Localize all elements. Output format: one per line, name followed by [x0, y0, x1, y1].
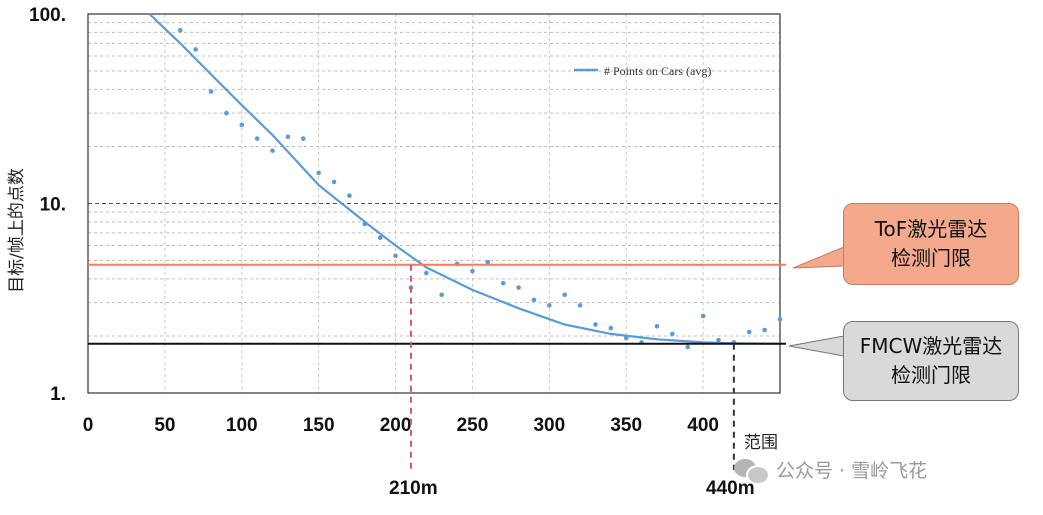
callout-arrows: [788, 246, 845, 357]
tof-callout-line1: ToF激光雷达: [874, 217, 988, 241]
data-point: [285, 134, 291, 140]
x-tick-label: 200: [380, 415, 412, 436]
marker-210m-label: 210m: [389, 478, 438, 499]
data-point: [623, 335, 629, 341]
data-point: [485, 259, 491, 265]
tof-callout-arrow: [792, 246, 845, 269]
data-point: [193, 47, 198, 52]
watermark: 公众号 · 雪岭飞花: [734, 456, 928, 485]
data-point: [500, 280, 506, 286]
watermark-text: 公众号 · 雪岭飞花: [776, 460, 928, 482]
data-point: [300, 136, 306, 141]
data-point: [700, 313, 706, 319]
threshold-lines: [88, 263, 786, 345]
data-point: [777, 316, 783, 322]
data-point: [516, 285, 521, 290]
fmcw-callout-line2: 检测门限: [891, 363, 971, 387]
fmcw-callout-arrow: [788, 335, 845, 357]
x-tick-label: 250: [457, 415, 489, 436]
data-point: [547, 303, 552, 308]
data-point: [577, 303, 583, 308]
data-point: [608, 325, 614, 331]
x-tick-label: 350: [610, 415, 642, 436]
data-point: [224, 110, 229, 116]
marker-440m-label: 440m: [706, 478, 755, 499]
fit-curve-line: [148, 13, 781, 345]
data-point: [347, 193, 352, 198]
data-point: [208, 89, 214, 94]
data-point: [746, 329, 752, 335]
tof-callout: ToF激光雷达 检测门限: [843, 203, 1019, 285]
y-tick-label: 1.: [50, 384, 66, 405]
data-point: [270, 148, 275, 153]
marker-lines: [409, 264, 735, 470]
data-point: [377, 235, 383, 240]
y-tick-label: 10.: [40, 195, 66, 216]
data-point: [362, 221, 368, 227]
data-point: [531, 297, 537, 303]
data-point: [685, 344, 691, 350]
plot-border: [87, 13, 781, 394]
data-point: [316, 170, 321, 176]
x-tick-label: 300: [533, 415, 565, 436]
x-tick-label: 400: [687, 415, 719, 436]
y-axis-label: 目标/帧上的点数: [6, 167, 27, 293]
data-point: [254, 136, 260, 141]
data-points: [177, 28, 783, 350]
x-tick-label: 100: [226, 415, 258, 436]
data-point: [177, 28, 183, 33]
x-axis-label: 范围: [744, 433, 778, 453]
data-point: [393, 253, 398, 259]
data-point: [424, 270, 429, 276]
legend-label: # Points on Cars (avg): [604, 64, 711, 78]
fmcw-callout-line1: FMCW激光雷达: [859, 334, 1003, 358]
y-tick-labels: 100. 10. 1.: [29, 5, 66, 405]
plot-frame: [87, 13, 781, 394]
data-point: [670, 331, 675, 337]
x-tick-label: 150: [303, 415, 335, 436]
x-tick-label: 50: [154, 415, 175, 436]
data-point: [593, 322, 598, 327]
wechat-icon: [734, 457, 770, 485]
x-tick-label: 0: [83, 415, 94, 436]
data-point: [239, 122, 245, 128]
data-point: [716, 337, 721, 343]
fit-curve-group: [148, 13, 781, 345]
data-point: [562, 292, 568, 298]
legend: # Points on Cars (avg): [574, 64, 711, 78]
tof-callout-line2: 检测门限: [891, 246, 971, 270]
data-point: [470, 268, 475, 274]
x-tick-labels: 0 50 100 150 200 250 300 350 400: [83, 415, 719, 436]
data-point: [439, 292, 444, 298]
data-point: [762, 327, 767, 333]
data-point: [331, 179, 337, 185]
data-point: [654, 323, 660, 329]
y-tick-label: 100.: [29, 5, 66, 26]
fmcw-callout: FMCW激光雷达 检测门限: [843, 321, 1019, 401]
